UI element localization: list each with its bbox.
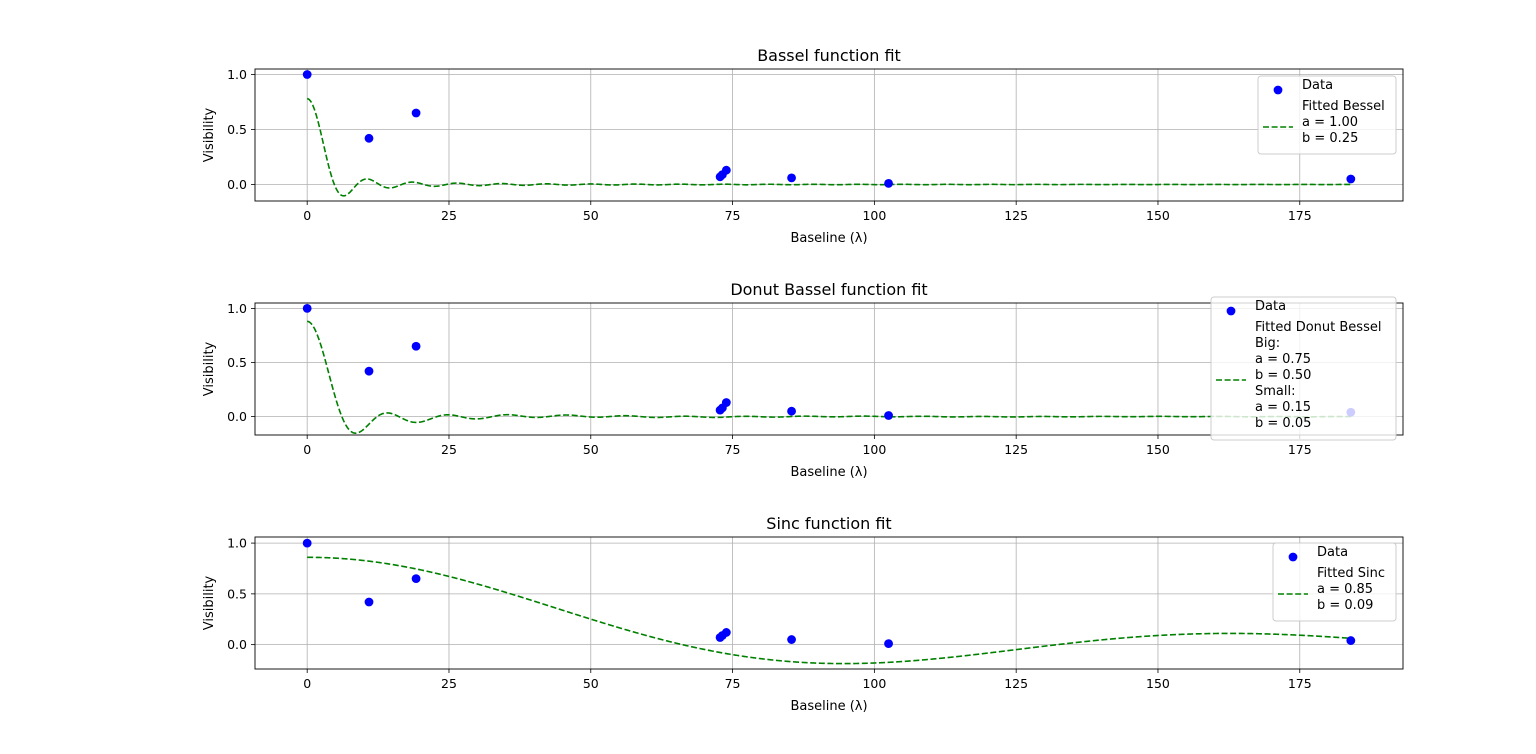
y-tick-label: 0.5: [227, 122, 247, 137]
data-point: [302, 304, 312, 313]
x-tick-label: 50: [583, 208, 599, 223]
legend-frame: [1210, 296, 1397, 441]
x-axis-label: Baseline (λ): [790, 465, 867, 480]
data-point: [721, 165, 731, 175]
legend-frame: [1272, 542, 1397, 622]
chart-title: Bassel function fit: [757, 46, 901, 65]
data-point: [884, 411, 893, 420]
data-point: [364, 366, 374, 376]
x-tick-label: 0: [303, 442, 311, 457]
legend-label: b = 0.09: [1317, 598, 1373, 613]
data-point: [364, 133, 374, 143]
data-point: [411, 574, 421, 584]
data-point: [884, 179, 893, 188]
data-point: [302, 70, 312, 79]
x-tick-label: 125: [1004, 676, 1028, 691]
x-tick-label: 75: [725, 442, 741, 457]
fit-curve: [307, 320, 1351, 434]
x-tick-label: 100: [862, 208, 886, 223]
data-point: [302, 538, 312, 548]
legend-label: b = 0.05: [1255, 416, 1311, 431]
subplot-3: 0 25 50 75 100 125 150 175 0.0 0.5 1.0 Sinc functio…: [202, 514, 1404, 714]
x-tick-label: 175: [1288, 208, 1312, 223]
data-point: [884, 639, 893, 649]
legend-label: a = 0.15: [1255, 400, 1311, 415]
data-point: [787, 173, 796, 183]
x-tick-label: 25: [441, 442, 457, 457]
y-axis-label: Visibility: [202, 341, 217, 396]
y-tick-label: 1.0: [227, 67, 247, 82]
legend-label: Data: [1302, 78, 1333, 93]
subplot-2: 0 25 50 75 100 125 150 175 0.0 0.5 1.0 Donut Bassel…: [202, 280, 1404, 480]
legend-label: b = 0.25: [1302, 131, 1358, 146]
x-tick-label: 100: [862, 442, 886, 457]
x-axis-label: Baseline (λ): [790, 231, 867, 246]
x-tick-label: 175: [1288, 442, 1312, 457]
data-point: [1346, 174, 1356, 184]
x-tick-label: 0: [303, 208, 311, 223]
y-tick-label: 1.0: [227, 301, 247, 316]
x-tick-label: 175: [1288, 676, 1312, 691]
y-tick-label: 0.5: [227, 355, 247, 370]
data-point: [364, 597, 374, 607]
x-tick-label: 125: [1004, 442, 1028, 457]
x-tick-label: 75: [725, 676, 741, 691]
y-axis-label: Visibility: [202, 107, 217, 162]
legend-label: b = 0.50: [1255, 368, 1311, 383]
x-tick-label: 75: [725, 208, 741, 223]
legend-label: a = 0.85: [1317, 582, 1373, 597]
x-tick-label: 25: [441, 208, 457, 223]
legend-label: a = 1.00: [1302, 115, 1358, 130]
legend-marker: [1226, 306, 1236, 316]
chart-title: Sinc function fit: [766, 514, 891, 533]
y-tick-label: 0.0: [227, 409, 247, 424]
axes-frame: [254, 68, 1404, 202]
y-tick-label: 0.0: [227, 637, 247, 652]
legend-label: Big:: [1255, 336, 1280, 351]
legend-label: Small:: [1255, 384, 1296, 399]
y-axis-label: Visibility: [202, 575, 217, 630]
fit-curve: [307, 556, 1351, 665]
data-point: [787, 406, 796, 416]
axes-frame: [254, 302, 1404, 436]
chart-title: Donut Bassel function fit: [730, 280, 927, 299]
x-tick-label: 150: [1146, 442, 1170, 457]
x-tick-label: 50: [583, 442, 599, 457]
legend-marker: [1288, 552, 1298, 562]
x-axis-label: Baseline (λ): [790, 699, 867, 714]
data-point: [411, 108, 421, 118]
legend-label: Data: [1255, 299, 1286, 314]
y-tick-label: 0.0: [227, 177, 247, 192]
legend-frame: [1257, 75, 1397, 155]
x-tick-label: 25: [441, 676, 457, 691]
data-point: [411, 341, 421, 351]
x-tick-label: 100: [862, 676, 886, 691]
x-tick-label: 0: [303, 676, 311, 691]
x-tick-label: 150: [1146, 208, 1170, 223]
legend-label: Fitted Donut Bessel: [1255, 320, 1381, 335]
data-point: [721, 628, 731, 637]
legend-marker: [1273, 85, 1283, 95]
data-point: [1346, 636, 1356, 645]
axes-frame: [254, 536, 1404, 670]
legend-label: Fitted Bessel: [1302, 99, 1385, 114]
y-tick-label: 1.0: [227, 536, 247, 551]
data-point: [787, 635, 796, 644]
legend-label: a = 0.75: [1255, 352, 1311, 367]
subplot-1: 0 25 50 75 100 125 150 175 0.0 0.5 1.0 Bassel funct…: [202, 46, 1404, 246]
fit-curve: [307, 97, 1351, 197]
legend-label: Fitted Sinc: [1317, 566, 1385, 581]
y-tick-label: 0.5: [227, 586, 247, 601]
data-point: [721, 398, 731, 407]
x-tick-label: 150: [1146, 676, 1170, 691]
x-tick-label: 50: [583, 676, 599, 691]
x-tick-label: 125: [1004, 208, 1028, 223]
legend-label: Data: [1317, 545, 1348, 560]
